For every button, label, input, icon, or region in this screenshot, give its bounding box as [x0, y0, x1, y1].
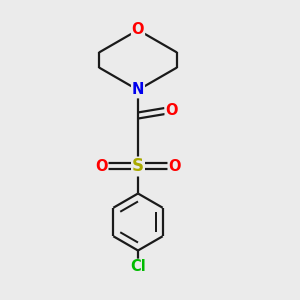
Text: Cl: Cl [130, 260, 146, 274]
Text: O: O [95, 159, 108, 174]
Text: O: O [165, 103, 178, 118]
Text: N: N [132, 82, 144, 98]
Text: S: S [132, 158, 144, 175]
Text: O: O [132, 22, 144, 38]
Text: O: O [168, 159, 181, 174]
